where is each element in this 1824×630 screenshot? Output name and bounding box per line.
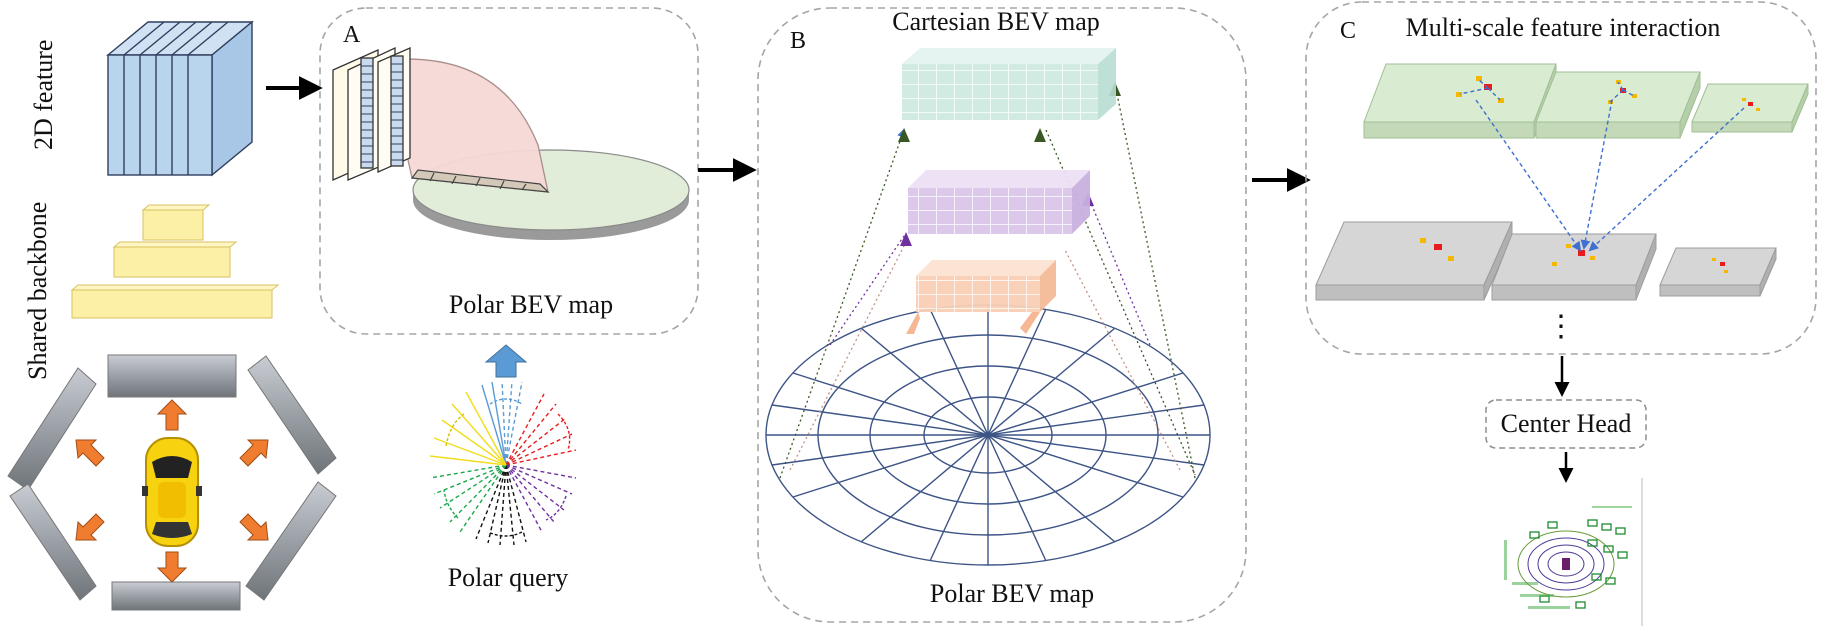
arrow-up xyxy=(158,400,186,430)
cartesian-grid-mid xyxy=(908,170,1090,234)
feature-2d-label: 2D feature xyxy=(29,40,58,150)
backbone-pyramid xyxy=(72,205,278,318)
panel-a-letter: A xyxy=(343,22,361,48)
ellipsis: ⋮ xyxy=(1546,310,1576,343)
panel-c-frame xyxy=(1306,2,1816,354)
car-icon xyxy=(142,438,202,546)
polar-bev-grid xyxy=(766,305,1210,565)
surround-cameras xyxy=(8,355,336,610)
polar-query-label: Polar query xyxy=(448,563,569,592)
camera-back-right xyxy=(246,482,336,600)
center-head-box: Center Head xyxy=(1486,400,1646,448)
camera-front-right xyxy=(248,356,336,474)
polar-query-up-arrow xyxy=(486,345,526,377)
panel-a: A Polar BEV map xyxy=(320,8,698,334)
arrow-up-right xyxy=(240,440,268,466)
arrow-up-left xyxy=(76,440,104,466)
camera-back-left xyxy=(10,484,96,600)
center-head-label: Center Head xyxy=(1501,409,1632,438)
polar-query-group: Polar query xyxy=(430,345,576,592)
polar-bev-label-b: Polar BEV map xyxy=(930,579,1094,608)
panel-b: B Cartesian BEV map xyxy=(758,7,1246,622)
detection-output xyxy=(1504,478,1642,626)
camera-back xyxy=(112,582,240,610)
arrow-down xyxy=(158,552,186,582)
column-feature-planes xyxy=(333,48,410,180)
camera-front xyxy=(108,355,236,397)
arrow-down-left xyxy=(76,514,104,540)
shared-backbone-group: Shared backbone xyxy=(23,202,278,380)
panel-c: C Multi-scale feature interaction xyxy=(1306,2,1816,354)
green-planes xyxy=(1364,64,1808,138)
cartesian-bev-label: Cartesian BEV map xyxy=(892,7,1099,36)
cartesian-grid-bottom xyxy=(906,260,1056,334)
feature-2d-stack xyxy=(108,22,252,175)
panel-c-letter: C xyxy=(1340,18,1356,44)
arrow-down-right xyxy=(240,514,268,540)
multi-scale-label: Multi-scale feature interaction xyxy=(1406,13,1721,42)
panel-a-caption: Polar BEV map xyxy=(449,290,613,319)
shared-backbone-label: Shared backbone xyxy=(23,202,52,380)
cartesian-grid-top xyxy=(902,48,1116,120)
camera-front-left xyxy=(8,368,96,490)
polar-query-rays xyxy=(430,381,576,545)
feature-2d-group: 2D feature xyxy=(29,22,318,175)
gray-planes xyxy=(1316,222,1776,300)
panel-b-letter: B xyxy=(790,28,806,54)
